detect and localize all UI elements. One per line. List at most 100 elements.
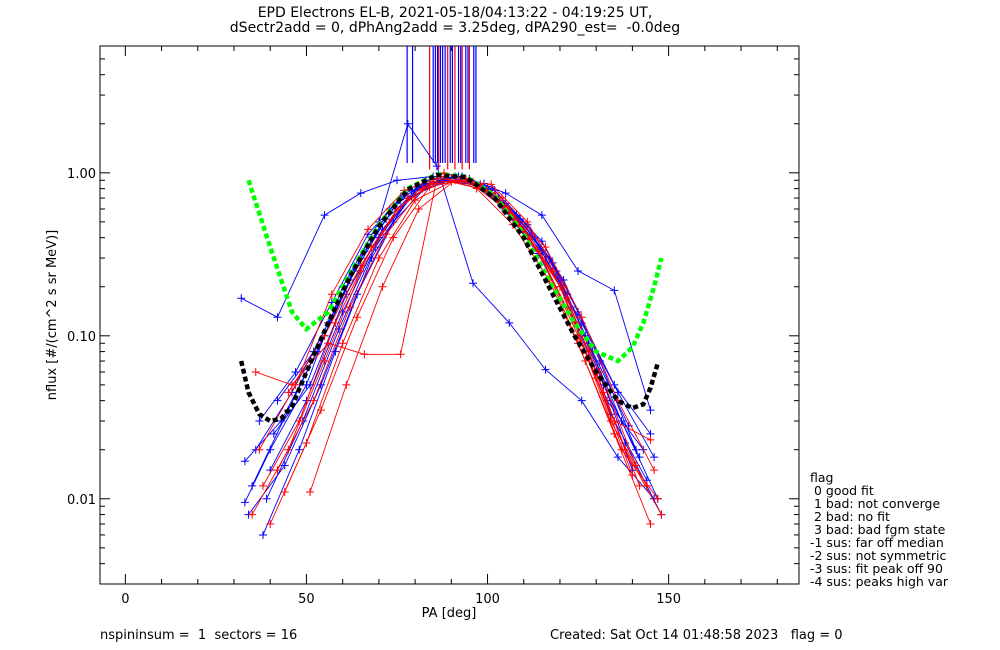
fit-curve-green (246, 172, 664, 364)
legend-item: 0 good fit (810, 483, 874, 498)
legend-item: -1 sus: far off median (810, 535, 944, 550)
series-line (240, 176, 651, 411)
legend-item: 2 bad: no fit (810, 509, 890, 524)
data-point-marker (646, 406, 655, 415)
data-point-marker (635, 481, 644, 490)
data-point-marker (309, 396, 318, 405)
x-tick-label: 100 (475, 592, 500, 607)
data-point-marker (262, 494, 271, 503)
data-point-marker (613, 453, 622, 462)
data-point-marker (617, 445, 626, 454)
legend-title: flag (810, 470, 834, 485)
data-point-marker (273, 313, 282, 322)
data-point-marker (559, 282, 568, 291)
legend-item: 3 bad: bad fgm state (810, 522, 946, 537)
data-point-marker (635, 453, 644, 462)
data-point-marker (574, 266, 583, 275)
data-point-marker (295, 417, 304, 426)
legend-item: -4 sus: peaks high var (810, 574, 949, 589)
data-point-marker (505, 318, 514, 327)
data-point-marker (537, 237, 546, 246)
data-point-marker (403, 194, 412, 203)
data-point-marker (650, 466, 659, 475)
data-point-marker (273, 466, 282, 475)
data-point-marker (240, 457, 249, 466)
data-point-marker (342, 380, 351, 389)
data-point-marker (251, 367, 260, 376)
data-point-marker (613, 388, 622, 397)
y-tick-label: 0.01 (67, 493, 96, 508)
footer-left: nspininsum = 1 sectors = 16 (100, 628, 298, 643)
chart-title-line2: dSectr2add = 0, dPhAng2add = 3.25deg, dP… (229, 20, 681, 36)
data-point-marker (541, 365, 550, 374)
data-point-marker (273, 396, 282, 405)
data-point-marker (389, 233, 398, 242)
y-tick-label: 1.00 (67, 167, 96, 182)
footer-right: Created: Sat Oct 14 01:48:58 2023 flag =… (550, 628, 843, 643)
x-tick-label: 150 (656, 592, 681, 607)
x-tick-label: 0 (121, 592, 129, 607)
series-line (309, 179, 637, 493)
data-point-marker (306, 488, 315, 497)
data-point-marker (248, 481, 257, 490)
data-point-marker (345, 303, 354, 312)
data-point-marker (646, 520, 655, 529)
data-point-marker (382, 230, 391, 239)
data-point-marker (653, 494, 662, 503)
chart-title-line1: EPD Electrons EL-B, 2021-05-18/04:13:22 … (257, 5, 653, 21)
data-point-marker (255, 445, 264, 454)
legend-item: 1 bad: not converge (810, 496, 941, 511)
data-point-marker (414, 204, 423, 213)
data-point-marker (650, 453, 659, 462)
data-point-marker (429, 179, 438, 188)
data-point-marker (610, 286, 619, 295)
legend-item: -2 sus: not symmetric (810, 548, 947, 563)
series-line (262, 172, 662, 515)
data-point-marker (255, 417, 264, 426)
data-point-marker (284, 388, 293, 397)
data-point-marker (374, 254, 383, 263)
data-point-marker (258, 530, 267, 539)
data-point-marker (392, 176, 401, 185)
data-point-marker (360, 350, 369, 359)
data-point-marker (396, 350, 405, 359)
data-point-marker (338, 307, 347, 316)
data-point-marker (657, 510, 666, 519)
plot-frame (99, 45, 800, 585)
data-point-marker (295, 445, 304, 454)
data-point-marker (266, 520, 275, 529)
data-point-marker (353, 313, 362, 322)
data-point-marker (378, 282, 387, 291)
data-point-marker (469, 279, 478, 288)
y-axis-label: nflux [#/(cm^2 s sr MeV)] (45, 230, 60, 400)
data-point-marker (646, 435, 655, 444)
data-point-marker (356, 189, 365, 198)
data-point-marker (316, 406, 325, 415)
data-point-marker (338, 339, 347, 348)
data-point-marker (642, 481, 651, 490)
data-point-marker (258, 481, 267, 490)
data-point-marker (240, 498, 249, 507)
data-point-marker (280, 488, 289, 497)
series-line (255, 178, 655, 458)
data-point-marker (237, 294, 246, 303)
data-point-marker (403, 119, 412, 128)
data-point-marker (320, 357, 329, 366)
data-point-marker (269, 429, 278, 438)
data-point-marker (320, 211, 329, 220)
data-point-marker (537, 211, 546, 220)
x-axis-label: PA [deg] (422, 606, 477, 621)
data-point-marker (487, 180, 496, 189)
data-point-marker (248, 510, 257, 519)
data-point-marker (610, 417, 619, 426)
legend-item: -3 sus: fit peak off 90 (810, 561, 943, 576)
data-point-marker (425, 182, 434, 191)
data-point-marker (541, 243, 550, 252)
y-tick-label: 0.10 (67, 330, 96, 345)
data-point-marker (632, 461, 641, 470)
data-point-marker (432, 162, 441, 171)
data-point-marker (327, 290, 336, 299)
data-point-marker (581, 357, 590, 366)
series-line (251, 179, 651, 487)
